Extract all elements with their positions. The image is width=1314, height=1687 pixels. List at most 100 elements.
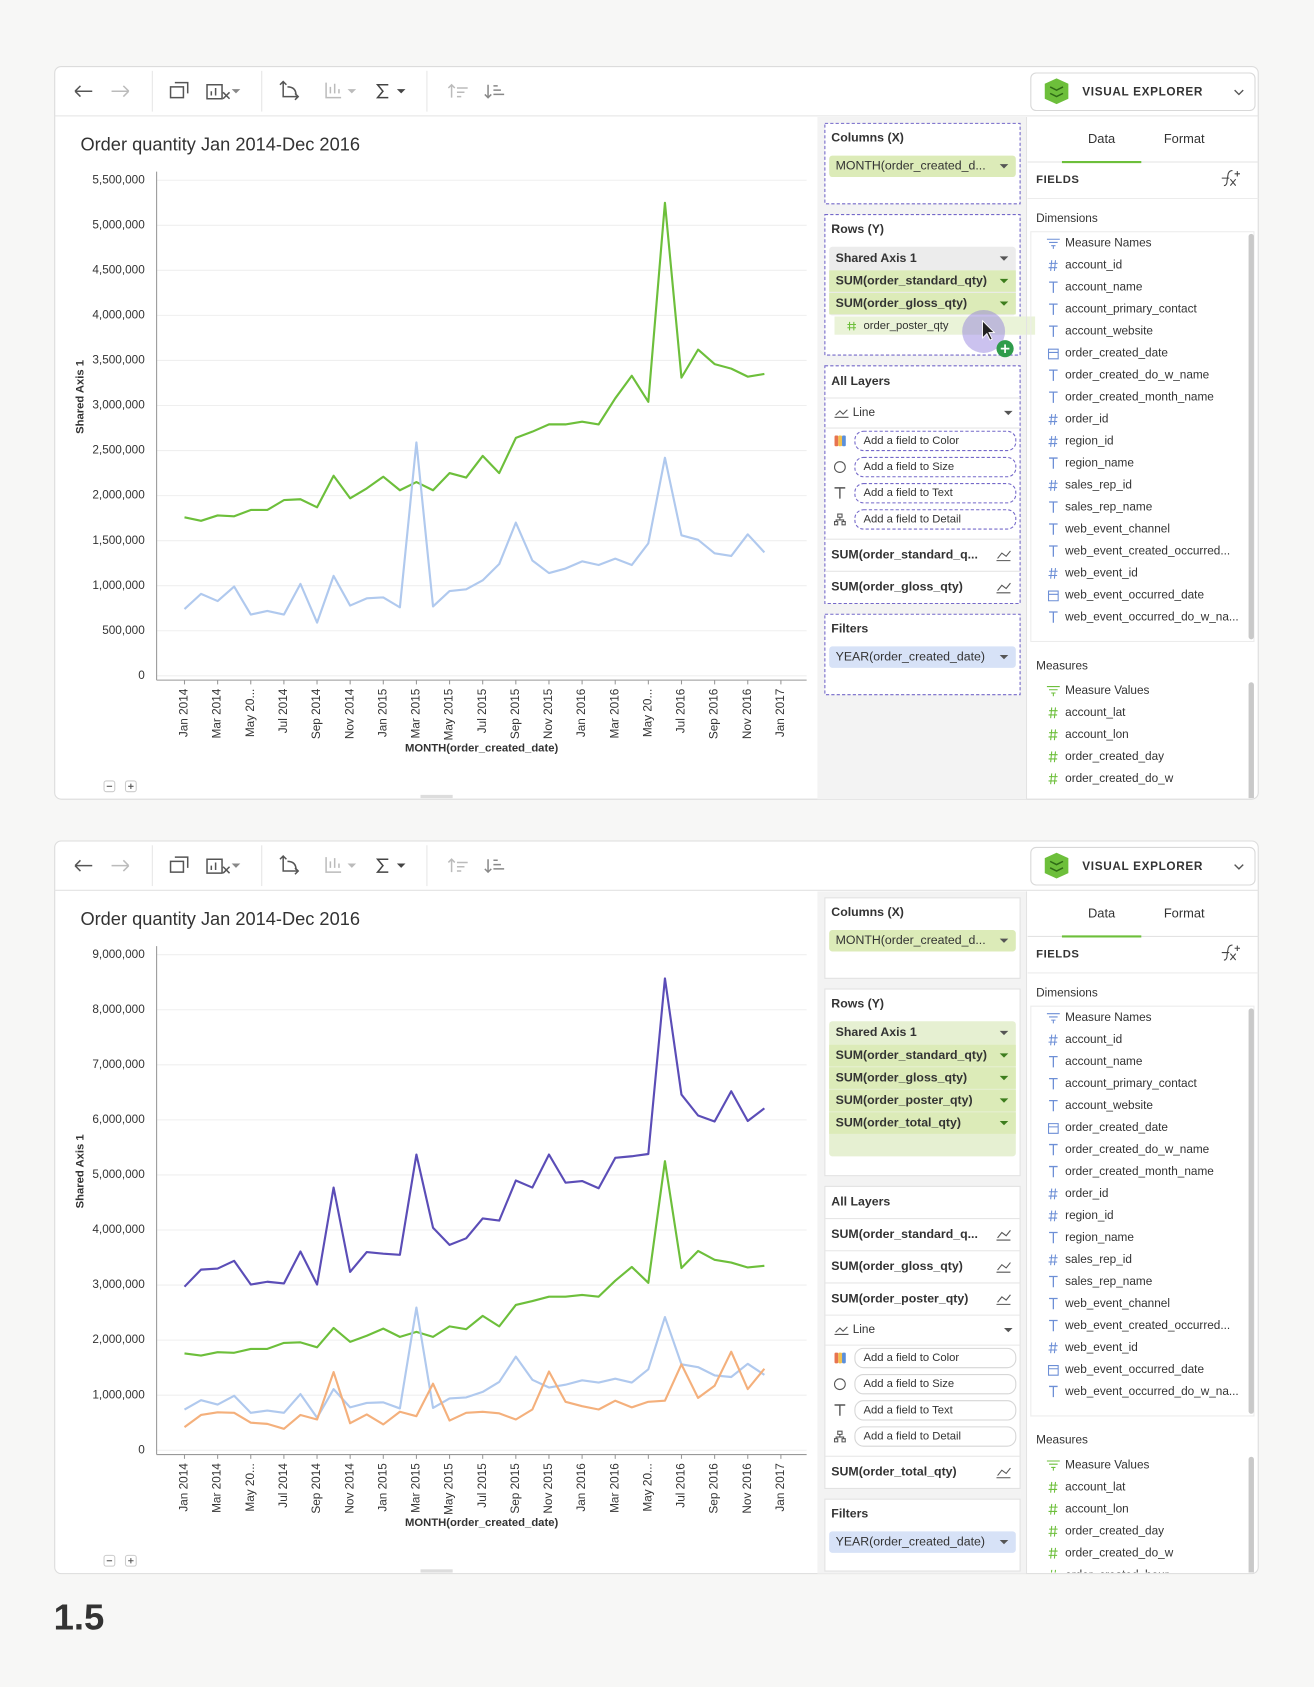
encoding-drop[interactable]: [854, 1374, 1017, 1395]
layer-item[interactable]: SUM(order_gloss_qty): [831, 580, 963, 594]
dimension-field[interactable]: order_created_do_w_name: [1065, 369, 1210, 382]
measure-field[interactable]: account_lat: [1065, 1480, 1126, 1493]
dropdown-caret[interactable]: [999, 1075, 1009, 1081]
dimension-field[interactable]: account_id: [1065, 259, 1122, 272]
measure-field[interactable]: Measure Values: [1065, 1458, 1149, 1471]
bar-options-button[interactable]: [325, 82, 342, 99]
dimension-field[interactable]: sales_rep_id: [1065, 479, 1132, 492]
dimension-field[interactable]: Measure Names: [1065, 1011, 1152, 1024]
measure-field[interactable]: order_created_do_w: [1065, 1546, 1174, 1559]
encoding-drop[interactable]: [854, 456, 1017, 478]
row-pill[interactable]: [829, 270, 1016, 292]
row-pill[interactable]: [829, 1044, 1016, 1067]
dropdown-caret[interactable]: [999, 1539, 1009, 1545]
dimension-field[interactable]: web_event_occurred_date: [1064, 588, 1204, 601]
dimension-field[interactable]: order_id: [1065, 1187, 1108, 1200]
dimension-field[interactable]: region_id: [1065, 435, 1113, 448]
encoding-drop[interactable]: [854, 430, 1017, 452]
dropdown-caret[interactable]: [347, 89, 357, 94]
layer-item[interactable]: SUM(order_standard_q...: [831, 547, 978, 561]
dropdown-caret[interactable]: [231, 89, 241, 94]
clear-button[interactable]: [206, 84, 231, 100]
row-pill[interactable]: [829, 1089, 1016, 1112]
dimension-field[interactable]: region_name: [1065, 1231, 1134, 1244]
sort-descending-button[interactable]: [484, 84, 505, 99]
dimension-field[interactable]: web_event_created_occurred...: [1064, 544, 1230, 557]
swap-axes-button[interactable]: [279, 854, 300, 875]
layer-item[interactable]: SUM(order_total_qty): [831, 1465, 956, 1479]
measure-field[interactable]: Measure Values: [1065, 684, 1149, 697]
dimension-field[interactable]: account_id: [1065, 1033, 1122, 1046]
sort-ascending-button[interactable]: [447, 83, 468, 98]
dimension-field[interactable]: web_event_channel: [1064, 1297, 1170, 1310]
dropdown-caret[interactable]: [347, 863, 357, 868]
dimension-field[interactable]: order_created_month_name: [1065, 391, 1214, 404]
dimension-field[interactable]: order_created_do_w_name: [1065, 1143, 1210, 1156]
dimension-field[interactable]: region_id: [1065, 1209, 1113, 1222]
row-pill[interactable]: [829, 1067, 1016, 1089]
row-pill[interactable]: [829, 1112, 1016, 1134]
duplicate-button[interactable]: [169, 81, 189, 99]
dimension-field[interactable]: web_event_channel: [1064, 523, 1170, 536]
measure-field[interactable]: account_lon: [1065, 728, 1129, 741]
dropdown-caret[interactable]: [1004, 1327, 1013, 1333]
dropdown-caret[interactable]: [999, 1030, 1009, 1036]
tab-active[interactable]: Data: [1088, 131, 1116, 146]
dropdown-caret[interactable]: [999, 278, 1009, 284]
dimension-field[interactable]: sales_rep_name: [1065, 501, 1153, 514]
app-switcher[interactable]: [1030, 846, 1256, 886]
dropdown-caret[interactable]: [999, 655, 1009, 660]
dimension-field[interactable]: sales_rep_name: [1065, 1275, 1153, 1288]
dropdown-caret[interactable]: [999, 256, 1009, 261]
dimension-field[interactable]: web_event_id: [1064, 1341, 1138, 1354]
calc-field-button[interactable]: [1221, 944, 1240, 961]
dropdown-caret[interactable]: [396, 89, 406, 94]
encoding-drop[interactable]: [854, 1400, 1017, 1421]
sort-descending-button[interactable]: [484, 859, 505, 874]
filter-pill[interactable]: [829, 646, 1016, 668]
dimension-field[interactable]: Measure Names: [1065, 237, 1152, 250]
tab[interactable]: Format: [1164, 131, 1205, 146]
column-pill[interactable]: [829, 930, 1016, 952]
layer-item[interactable]: SUM(order_poster_qty): [831, 1291, 968, 1305]
measure-field[interactable]: account_lon: [1065, 1502, 1129, 1515]
forward-button[interactable]: [111, 85, 130, 98]
bar-options-button[interactable]: [325, 857, 342, 873]
dropdown-caret[interactable]: [999, 164, 1009, 169]
aggregate-button[interactable]: [375, 84, 389, 99]
forward-button[interactable]: [111, 859, 130, 872]
row-pill[interactable]: [829, 292, 1016, 315]
mark-type[interactable]: Line: [853, 1323, 876, 1336]
app-switcher[interactable]: [1030, 72, 1256, 112]
dimension-field[interactable]: account_primary_contact: [1065, 303, 1197, 316]
aggregate-button[interactable]: [375, 858, 389, 873]
dimension-field[interactable]: order_created_month_name: [1065, 1165, 1214, 1178]
dimension-field[interactable]: sales_rep_id: [1065, 1253, 1132, 1266]
dimension-field[interactable]: account_primary_contact: [1065, 1077, 1197, 1090]
dropdown-caret[interactable]: [1004, 410, 1013, 416]
duplicate-button[interactable]: [169, 856, 189, 873]
encoding-drop[interactable]: [854, 1426, 1017, 1447]
dimension-field[interactable]: web_event_occurred_do_w_na...: [1064, 1385, 1239, 1398]
dimension-field[interactable]: account_name: [1065, 281, 1143, 294]
dropdown-caret[interactable]: [231, 863, 241, 868]
dimension-field[interactable]: web_event_occurred_do_w_na...: [1064, 610, 1239, 623]
measure-field[interactable]: order_created_day: [1065, 1524, 1164, 1537]
measure-field[interactable]: order_created_day: [1065, 750, 1164, 763]
dimension-field[interactable]: web_event_occurred_date: [1064, 1363, 1204, 1376]
sort-ascending-button[interactable]: [447, 858, 468, 873]
dropdown-caret[interactable]: [999, 1053, 1009, 1058]
filter-pill[interactable]: [829, 1531, 1016, 1553]
encoding-drop[interactable]: [854, 1347, 1017, 1369]
dropdown-caret[interactable]: [999, 1120, 1009, 1126]
dimension-field[interactable]: order_id: [1065, 413, 1108, 426]
dimension-field[interactable]: web_event_created_occurred...: [1064, 1319, 1230, 1332]
layer-item[interactable]: SUM(order_gloss_qty): [831, 1259, 963, 1273]
back-button[interactable]: [74, 859, 93, 872]
dropdown-caret[interactable]: [999, 1098, 1009, 1103]
measure-field[interactable]: order_created_do_w: [1065, 772, 1174, 785]
dropdown-caret[interactable]: [396, 863, 406, 868]
dimension-field[interactable]: order_created_date: [1065, 347, 1168, 360]
dropdown-caret[interactable]: [999, 301, 1009, 306]
dimension-field[interactable]: region_name: [1065, 457, 1134, 470]
